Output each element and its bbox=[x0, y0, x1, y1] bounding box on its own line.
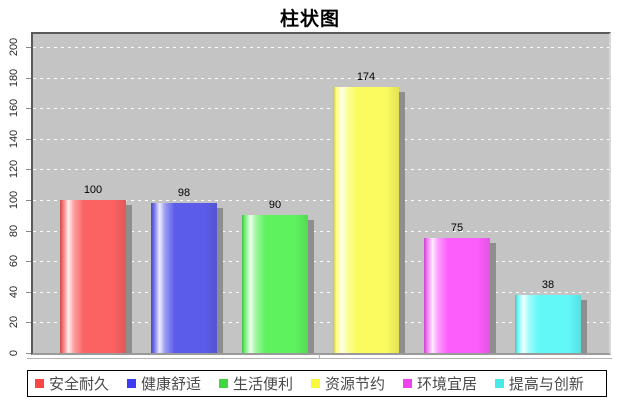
y-tick-label: 60 bbox=[8, 255, 20, 268]
legend-item: 提高与创新 bbox=[494, 373, 584, 394]
chart-title: 柱状图 bbox=[279, 9, 340, 30]
x-axis-tick bbox=[319, 354, 320, 358]
legend-item: 资源节约 bbox=[310, 373, 385, 394]
y-tick-label: 120 bbox=[8, 160, 20, 179]
plot-area: 100 98 90 174 75 38 bbox=[31, 32, 611, 355]
legend-item: 健康舒适 bbox=[126, 373, 201, 394]
bar-环境宜居 bbox=[424, 238, 490, 353]
legend-swatch-icon bbox=[494, 379, 504, 388]
legend-swatch-icon bbox=[402, 379, 412, 388]
legend-label: 提高与创新 bbox=[508, 376, 584, 393]
gridline bbox=[33, 78, 609, 79]
y-tick-label: 80 bbox=[8, 224, 20, 237]
gridline bbox=[33, 322, 609, 323]
y-tick-mark bbox=[26, 353, 31, 354]
bar-value-label: 90 bbox=[268, 199, 282, 211]
y-tick-mark bbox=[26, 169, 31, 171]
y-tick-label: 40 bbox=[8, 285, 20, 298]
y-tick-label: 140 bbox=[8, 129, 20, 148]
gridline bbox=[33, 108, 609, 109]
legend: 安全耐久 健康舒适 生活便利 资源节约 环境宜居 提高与创新 bbox=[27, 370, 607, 397]
legend-swatch-icon bbox=[35, 379, 44, 388]
y-tick-label: 160 bbox=[8, 99, 20, 118]
legend-item: 环境宜居 bbox=[402, 373, 477, 394]
bar-value-label: 38 bbox=[541, 279, 555, 291]
bar-value-label: 174 bbox=[356, 71, 376, 83]
y-tick-mark bbox=[26, 291, 31, 293]
legend-item: 生活便利 bbox=[218, 373, 293, 394]
y-tick-mark bbox=[26, 230, 31, 232]
legend-item: 安全耐久 bbox=[35, 373, 109, 394]
y-tick-mark bbox=[26, 138, 31, 140]
gridline bbox=[33, 47, 609, 48]
gridline bbox=[33, 139, 609, 140]
y-tick-mark bbox=[26, 47, 31, 48]
bar-value-label: 75 bbox=[450, 222, 464, 234]
gridline bbox=[33, 169, 609, 170]
legend-label: 健康舒适 bbox=[140, 376, 201, 393]
y-tick-label: 20 bbox=[8, 316, 20, 329]
y-tick-label: 180 bbox=[8, 68, 20, 87]
legend-label: 安全耐久 bbox=[49, 376, 110, 393]
legend-label: 环境宜居 bbox=[416, 376, 477, 393]
gridline bbox=[33, 231, 609, 232]
legend-swatch-icon bbox=[310, 379, 320, 388]
y-tick-mark bbox=[26, 322, 31, 324]
gridline bbox=[33, 261, 609, 262]
legend-swatch-icon bbox=[126, 379, 136, 388]
y-tick-label: 200 bbox=[8, 37, 20, 57]
gridline bbox=[33, 200, 609, 201]
bar-健康舒适 bbox=[151, 203, 217, 353]
legend-label: 资源节约 bbox=[324, 376, 385, 393]
y-tick-label: 0 bbox=[8, 349, 20, 357]
bar-生活便利 bbox=[242, 215, 308, 353]
bar-value-label: 98 bbox=[177, 187, 191, 199]
y-tick-mark bbox=[26, 77, 31, 79]
gridline bbox=[33, 292, 609, 293]
y-tick-label: 100 bbox=[8, 190, 20, 210]
y-tick-mark bbox=[26, 200, 31, 201]
y-tick-mark bbox=[26, 261, 31, 263]
legend-label: 生活便利 bbox=[232, 376, 293, 393]
y-tick-mark bbox=[26, 108, 31, 110]
legend-swatch-icon bbox=[218, 379, 228, 388]
x-axis-line bbox=[27, 358, 612, 359]
bar-资源节约 bbox=[333, 87, 399, 353]
bar-value-label: 100 bbox=[83, 184, 103, 196]
bar-安全耐久 bbox=[60, 200, 126, 353]
bar-提高与创新 bbox=[515, 295, 581, 353]
